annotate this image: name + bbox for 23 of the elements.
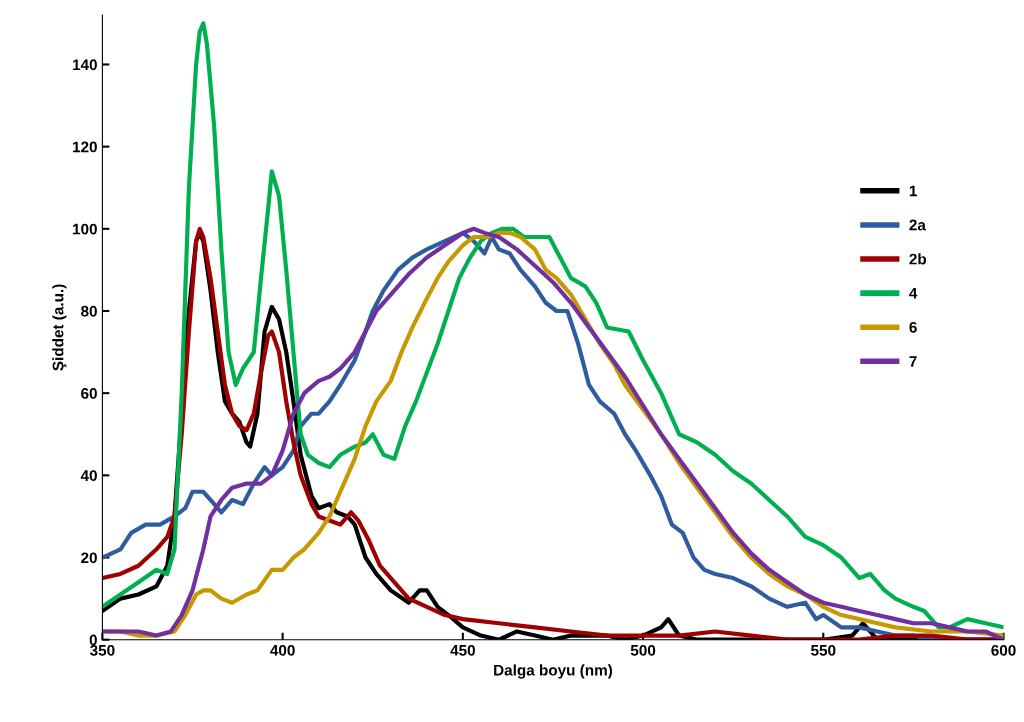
y-tick-label: 60 [81,388,97,399]
x-tick-label: 400 [270,644,295,656]
x-tick-label: 450 [450,644,475,656]
y-tick-label: 20 [81,552,97,564]
y-tick-label: 120 [73,141,97,153]
x-axis-title: Dalga boyu (nm) [494,664,613,679]
y-tick-label: 100 [73,223,97,235]
y-tick-label: 80 [81,305,97,317]
line-series [102,21,1004,630]
x-tick-label: 600 [991,644,1016,656]
legend-label: 7 [909,356,917,367]
y-axis-title: Şiddet (a.u.) [52,284,67,371]
y-tick-label: 40 [80,470,97,482]
legend-label: 6 [909,321,917,333]
x-tick-label: 550 [811,644,836,656]
legend-label: 4 [909,287,918,299]
x-tick-label: 350 [90,644,115,656]
y-tick-label: 140 [73,59,97,71]
legend-label: 2b [909,253,927,265]
legend-label: 2a [909,219,926,231]
y-tick-label: 0 [89,634,97,646]
x-tick-label: 500 [630,644,656,656]
legend-label: 1 [909,185,917,197]
